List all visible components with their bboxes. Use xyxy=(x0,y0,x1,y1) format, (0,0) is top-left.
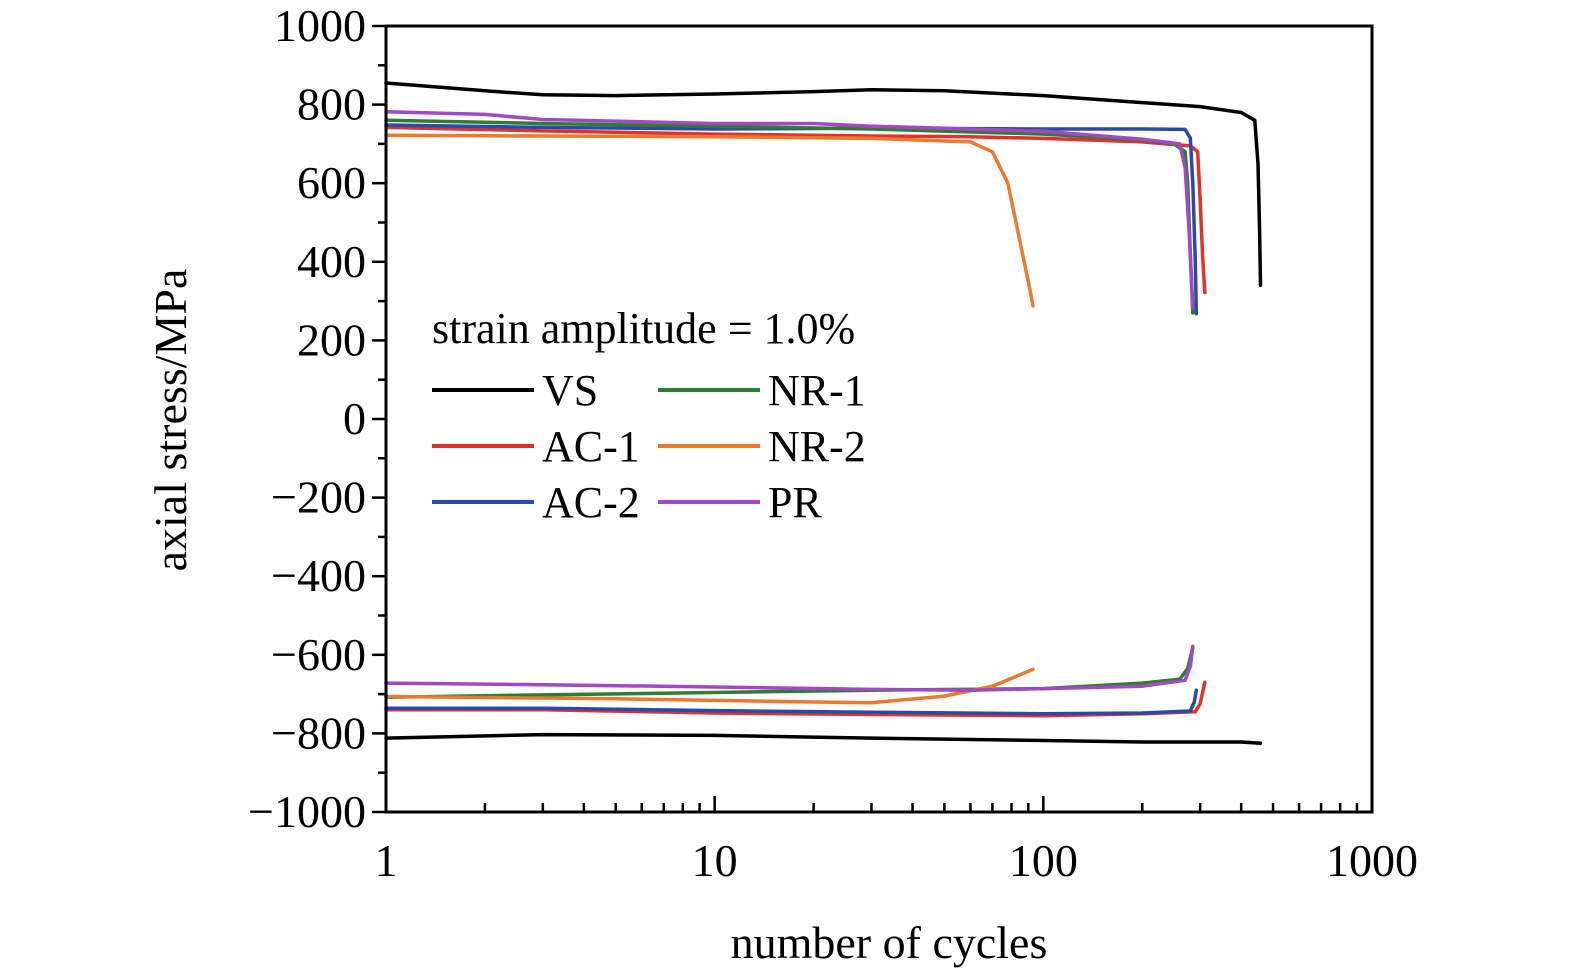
series-line-ac-2-compression xyxy=(384,688,1199,716)
series-line-ac-1-tension xyxy=(384,125,1207,295)
y-axis-title: axial stress/MPa xyxy=(145,269,196,572)
legend-label-ac-1: AC-1 xyxy=(542,422,640,471)
y-tick-label: −600 xyxy=(271,629,366,680)
series-line-nr-1-tension xyxy=(384,118,1195,315)
y-tick-label: −800 xyxy=(271,707,366,758)
chart-annotation: strain amplitude = 1.0% xyxy=(432,304,855,353)
y-tick-label: −200 xyxy=(271,472,366,523)
x-axis-title: number of cycles xyxy=(731,917,1048,968)
legend-label-ac-2: AC-2 xyxy=(542,478,640,527)
y-tick-label: 200 xyxy=(297,314,366,365)
series-line-ac-1-compression xyxy=(384,680,1207,718)
series-line-vs-tension xyxy=(384,81,1263,288)
y-tick-label: 800 xyxy=(297,79,366,130)
x-tick-label: 100 xyxy=(1009,835,1078,886)
legend: VS AC-1 AC-2 NR-1 NR-2 PR xyxy=(432,366,866,527)
y-tick-label: 400 xyxy=(297,236,366,287)
x-tick-label: 1 xyxy=(375,835,398,886)
y-tick-label: 600 xyxy=(297,157,366,208)
plot-frame xyxy=(384,24,1374,814)
legend-label-nr-1: NR-1 xyxy=(768,366,866,415)
legend-label-pr: PR xyxy=(768,478,822,527)
y-tick-label: 0 xyxy=(343,393,366,444)
series-line-vs-compression xyxy=(384,732,1263,745)
y-tick-label: −1000 xyxy=(248,786,366,837)
y-tick-label: −400 xyxy=(271,550,366,601)
series-line-nr-2-compression xyxy=(384,667,1035,705)
x-tick-label: 10 xyxy=(692,835,738,886)
legend-label-vs: VS xyxy=(542,366,598,415)
y-tick-labels: 1000 800 600 400 200 0 −200 −400 −600 −800 −1000 xyxy=(248,0,366,837)
legend-label-nr-2: NR-2 xyxy=(768,422,866,471)
series-line-nr-2-tension xyxy=(384,133,1035,308)
series-line-pr-compression xyxy=(384,644,1195,692)
plot-area xyxy=(384,81,1263,745)
y-tick-label: 1000 xyxy=(274,0,366,51)
x-tick-labels: 1 10 100 1000 xyxy=(375,835,1419,886)
x-tick-label: 1000 xyxy=(1326,835,1418,886)
series-line-pr-tension xyxy=(384,109,1195,309)
series-line-ac-2-tension xyxy=(384,123,1199,316)
